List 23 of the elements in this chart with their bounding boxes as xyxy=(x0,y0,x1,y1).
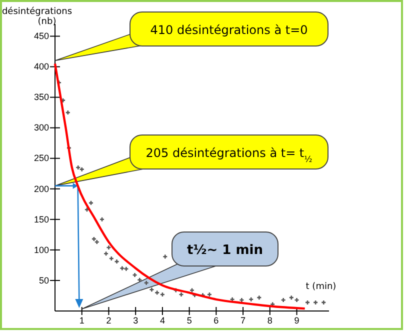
x-tick-label: 3 xyxy=(133,315,138,326)
y-tick-label: 250 xyxy=(34,153,49,164)
x-tick-label: 6 xyxy=(214,315,219,326)
x-tick-label: 8 xyxy=(267,315,272,326)
x-tick-label: 9 xyxy=(294,315,300,326)
x-tick-label: 2 xyxy=(106,315,112,326)
y-tick-label: 100 xyxy=(34,244,49,255)
y-tick-label: 350 xyxy=(34,92,49,102)
y-tick-label: 400 xyxy=(34,62,49,72)
x-axis-title: t (min) xyxy=(306,282,336,292)
y-tick-label: 300 xyxy=(34,122,49,133)
annotation: 205 désintégrations à t= t$_{½}$ xyxy=(146,146,312,164)
x-tick-label: 4 xyxy=(160,315,165,326)
annotation: 410 désintégrations à t=0 xyxy=(150,23,308,37)
y-tick-label: 450 xyxy=(34,31,49,42)
y-tick-label: 200 xyxy=(34,184,49,194)
y-tick-label: 50 xyxy=(38,275,49,286)
x-tick-label: 7 xyxy=(240,315,246,326)
y-axis-title: désintégrations (nb) xyxy=(2,6,72,27)
x-tick-label: 1 xyxy=(79,315,84,326)
y-tick-label: 150 xyxy=(34,214,49,224)
x-tick-label: 5 xyxy=(186,315,192,326)
annotation: t½~ 1 min xyxy=(187,243,263,258)
